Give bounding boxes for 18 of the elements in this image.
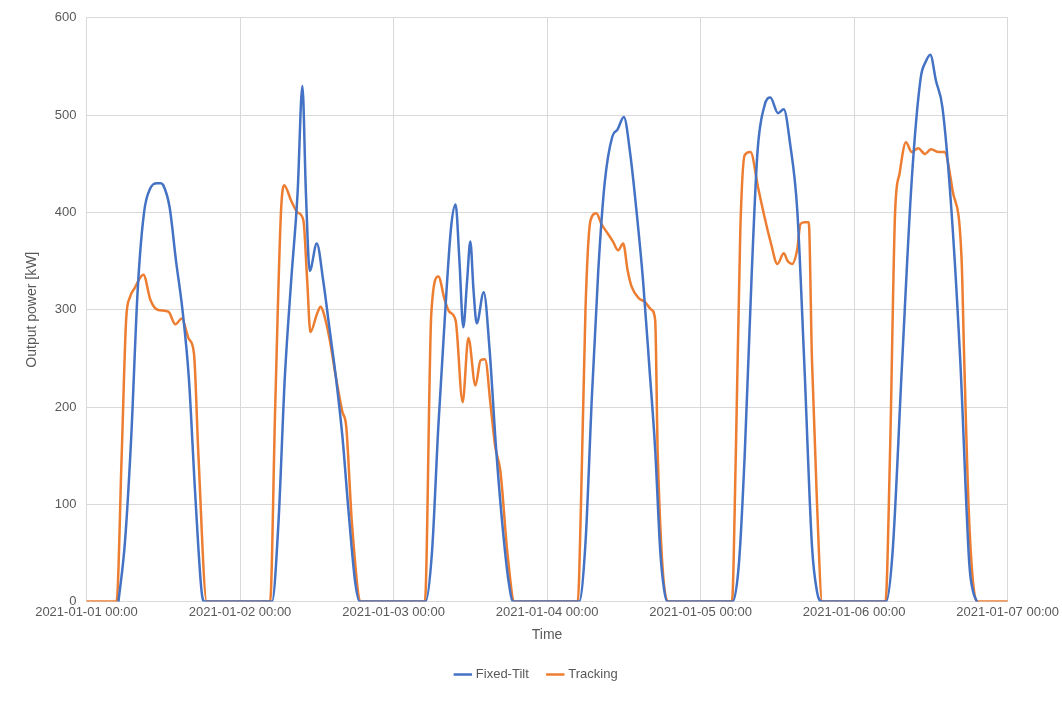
y-tick-label: 200 [54, 398, 77, 414]
y-tick-label: 100 [54, 495, 77, 511]
x-tick-label: 2021-01-03 00:00 [342, 603, 445, 619]
x-tick-label: 2021-01-06 00:00 [802, 603, 906, 619]
x-tick-label: 2021-01-04 00:00 [495, 603, 599, 619]
x-tick-label: 2021-01-02 00:00 [188, 603, 292, 619]
y-tick-label: 300 [54, 301, 77, 317]
x-axis-title: Time [531, 626, 563, 643]
legend-label: Fixed-Tilt [475, 666, 530, 682]
y-tick-label: 500 [54, 106, 77, 122]
x-tick-label: 2021-01-07 00:00 [956, 603, 1060, 619]
x-tick-label: 2021-01-05 00:00 [649, 603, 752, 619]
legend-label: Tracking [568, 666, 618, 682]
line-series [86, 141, 1008, 602]
y-tick-label: 600 [54, 9, 77, 25]
y-axis-title: Output power [kW] [23, 251, 40, 368]
line-series [117, 53, 979, 602]
y-tick-label: 400 [54, 203, 77, 219]
